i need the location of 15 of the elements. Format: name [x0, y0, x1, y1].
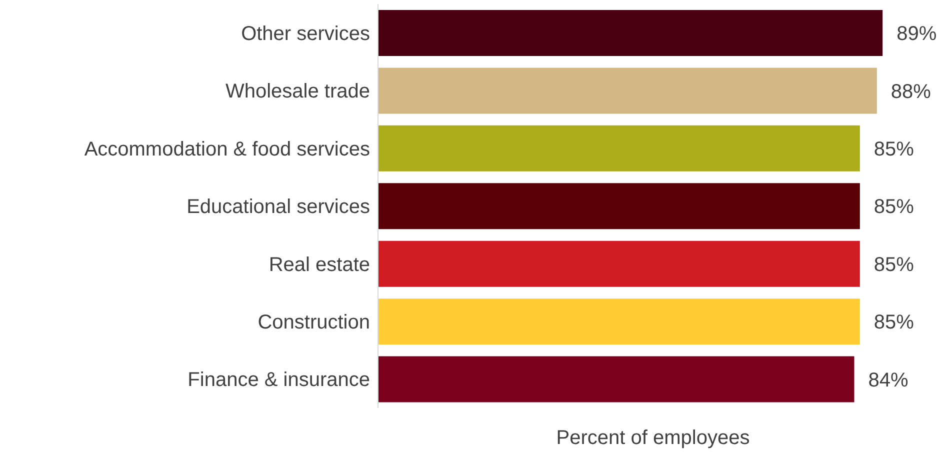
y-tick-label: Other services — [241, 22, 370, 45]
y-tick-label: Finance & insurance — [188, 369, 370, 392]
y-tick-label: Accommodation & food services — [84, 138, 370, 160]
data-label: 85% — [874, 312, 914, 334]
data-label: 85% — [874, 138, 914, 161]
y-tick-label: Educational services — [186, 196, 370, 218]
y-tick-label: Wholesale trade — [225, 80, 370, 103]
data-label: 88% — [890, 80, 932, 103]
y-tick-label: Construction — [258, 312, 370, 334]
data-label: 85% — [874, 254, 914, 276]
x-axis-title: Percent of employees — [556, 427, 750, 449]
data-label: 89% — [896, 23, 937, 46]
y-tick-label: Real estate — [268, 254, 370, 276]
data-label: 85% — [874, 196, 914, 218]
data-label: 84% — [868, 369, 908, 392]
